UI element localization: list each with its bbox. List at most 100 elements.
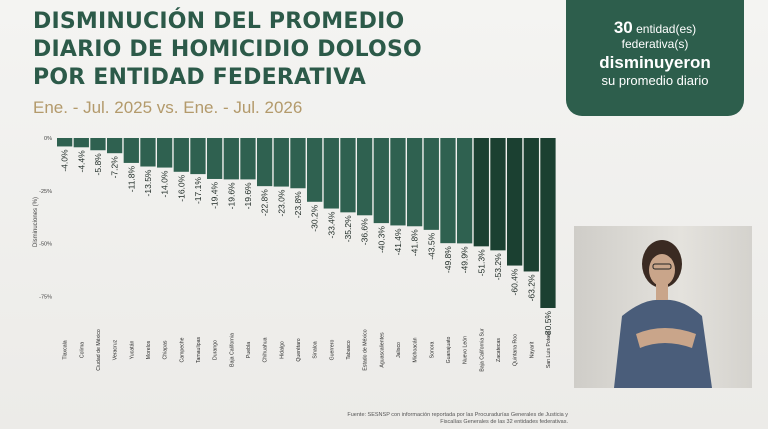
- data-label: -60.4%: [510, 268, 520, 295]
- chart-title: DISMINUCIÓN DEL PROMEDIO DIARIO DE HOMIC…: [33, 8, 422, 92]
- bar: [523, 138, 539, 272]
- title-line-1: DISMINUCIÓN DEL PROMEDIO: [33, 9, 405, 34]
- x-tick-label: San Luis Potosí: [546, 331, 552, 368]
- x-tick-label: Sonora: [429, 342, 435, 359]
- bar: [307, 138, 323, 202]
- bar: [273, 138, 289, 187]
- data-label: -51.3%: [476, 249, 486, 276]
- data-label: -13.5%: [143, 169, 153, 196]
- summary-count-suffix: entidad(es): [632, 22, 697, 36]
- data-label: -19.6%: [226, 182, 236, 209]
- data-label: -43.5%: [426, 232, 436, 259]
- x-tick-label: Chiapas: [163, 340, 169, 359]
- title-line-3: POR ENTIDAD FEDERATIVA: [33, 65, 367, 90]
- x-tick-label: Nuevo León: [463, 336, 469, 364]
- summary-box: 30 entidad(es) federativa(s) disminuyero…: [566, 0, 744, 116]
- x-tick-label: Jalisco: [396, 342, 402, 358]
- x-tick-label: Baja California Sur: [479, 328, 485, 372]
- data-label: -17.1%: [193, 177, 203, 204]
- bar: [340, 138, 356, 213]
- y-tick-label: -50%: [39, 242, 52, 248]
- x-tick-label: Nayarit: [529, 341, 535, 358]
- bar: [190, 138, 206, 175]
- y-tick-label: -25%: [39, 189, 52, 195]
- bar: [173, 138, 189, 172]
- data-label: -23.8%: [293, 191, 303, 218]
- data-label: -63.2%: [526, 274, 536, 301]
- data-label: -16.0%: [176, 174, 186, 201]
- x-tick-label: Estado de México: [363, 329, 369, 370]
- x-tick-label: Baja California: [229, 333, 235, 367]
- bar: [57, 138, 73, 147]
- y-axis-label: Disminuciones (%): [33, 197, 39, 247]
- y-tick-label: 0%: [44, 136, 52, 142]
- data-label: -49.9%: [460, 246, 470, 273]
- summary-count: 30: [613, 18, 633, 37]
- data-label: -14.0%: [160, 170, 170, 197]
- data-label: -7.2%: [110, 156, 120, 179]
- x-tick-label: Durango: [213, 340, 219, 360]
- bar: [357, 138, 373, 216]
- x-tick-label: Quintana Roo: [513, 334, 519, 366]
- x-tick-label: Campeche: [179, 337, 185, 362]
- data-label: -41.8%: [410, 229, 420, 256]
- data-label: -41.4%: [393, 228, 403, 255]
- bar: [323, 138, 339, 209]
- data-label: -4.0%: [60, 149, 70, 172]
- title-line-2: DIARIO DE HOMICIDIO DOLOSO: [33, 37, 422, 62]
- summary-line-4: su promedio diario: [601, 73, 709, 88]
- x-tick-label: Hidalgo: [279, 341, 285, 359]
- data-label: -49.8%: [443, 246, 453, 273]
- x-tick-label: Yucatán: [129, 341, 135, 360]
- summary-line-1: 30 entidad(es): [566, 18, 744, 37]
- x-tick-label: Zacatecas: [496, 338, 502, 362]
- bar: [90, 138, 106, 151]
- bar: [240, 138, 256, 180]
- sign-language-interpreter-video: [574, 226, 752, 388]
- bar: [490, 138, 506, 251]
- x-tick-label: Michoacán: [413, 337, 419, 362]
- x-tick-label: Sinaloa: [313, 341, 319, 358]
- data-label: -35.2%: [343, 215, 353, 242]
- bar: [473, 138, 489, 247]
- chart-subtitle: Ene. - Jul. 2025 vs. Ene. - Jul. 2026: [33, 98, 303, 117]
- bar: [107, 138, 123, 154]
- x-tick-label: Veracruz: [113, 339, 119, 360]
- data-label: -53.2%: [493, 253, 503, 280]
- bar: [257, 138, 273, 187]
- interpreter-figure: [614, 240, 712, 388]
- bar: [407, 138, 423, 227]
- data-label: -23.0%: [276, 189, 286, 216]
- data-label: -30.2%: [310, 204, 320, 231]
- bar: [423, 138, 439, 230]
- source-note: Fuente: SESNSP con información reportada…: [347, 412, 568, 425]
- data-label: -80.5%: [543, 311, 553, 338]
- bar: [73, 138, 89, 148]
- data-label: -19.6%: [243, 182, 253, 209]
- data-label: -33.4%: [326, 211, 336, 238]
- bar: [140, 138, 156, 167]
- bar: [290, 138, 306, 189]
- x-tick-label: Guerrero: [329, 340, 335, 361]
- x-tick-label: Colima: [79, 342, 85, 358]
- y-tick-label: -75%: [39, 294, 52, 300]
- bar: [223, 138, 239, 180]
- data-label: -19.4%: [210, 182, 220, 209]
- data-label: -40.3%: [376, 226, 386, 253]
- x-tick-label: Tamaulipas: [196, 336, 202, 363]
- x-tick-label: Guanajuato: [446, 336, 452, 363]
- bar: [157, 138, 173, 168]
- summary-line-3: disminuyeron: [599, 53, 711, 72]
- x-tick-label: Tabasco: [346, 340, 352, 359]
- bar: [390, 138, 406, 226]
- bar: [540, 138, 556, 308]
- data-label: -4.4%: [76, 150, 86, 173]
- x-tick-label: Chihuahua: [263, 337, 269, 362]
- bar: [123, 138, 139, 163]
- data-label: -36.6%: [360, 218, 370, 245]
- x-tick-label: Ciudad de México: [96, 329, 102, 371]
- data-label: -11.8%: [126, 165, 136, 192]
- bar: [440, 138, 456, 244]
- x-tick-label: Tlaxcala: [63, 340, 69, 359]
